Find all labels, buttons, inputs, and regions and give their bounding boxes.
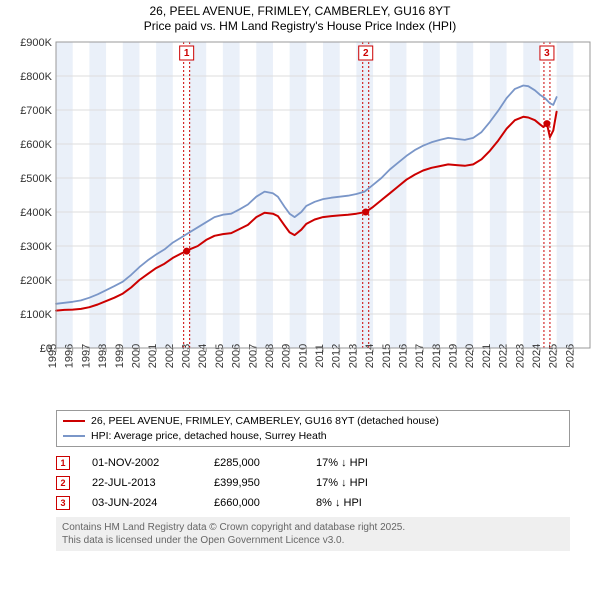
sale-date: 03-JUN-2024 bbox=[92, 497, 192, 509]
svg-text:2013: 2013 bbox=[347, 344, 359, 368]
svg-text:2021: 2021 bbox=[481, 344, 493, 368]
svg-text:1998: 1998 bbox=[97, 344, 109, 368]
svg-text:2010: 2010 bbox=[297, 344, 309, 368]
svg-text:2026: 2026 bbox=[564, 344, 576, 368]
svg-text:2: 2 bbox=[363, 48, 369, 59]
svg-text:3: 3 bbox=[544, 48, 550, 59]
svg-text:2015: 2015 bbox=[381, 344, 393, 368]
legend: 26, PEEL AVENUE, FRIMLEY, CAMBERLEY, GU1… bbox=[56, 410, 570, 447]
legend-swatch-property bbox=[63, 420, 85, 422]
footer: Contains HM Land Registry data © Crown c… bbox=[56, 517, 570, 551]
sale-row: 2 22-JUL-2013 £399,950 17% ↓ HPI bbox=[56, 473, 570, 493]
svg-text:2024: 2024 bbox=[531, 344, 543, 368]
legend-item-hpi: HPI: Average price, detached house, Surr… bbox=[63, 429, 563, 444]
svg-text:1996: 1996 bbox=[64, 344, 76, 368]
svg-text:£700K: £700K bbox=[20, 105, 52, 117]
svg-text:2001: 2001 bbox=[147, 344, 159, 368]
footer-licence: This data is licensed under the Open Gov… bbox=[62, 534, 564, 547]
chart-container: 26, PEEL AVENUE, FRIMLEY, CAMBERLEY, GU1… bbox=[0, 0, 600, 590]
svg-text:1997: 1997 bbox=[80, 344, 92, 368]
svg-text:2009: 2009 bbox=[281, 344, 293, 368]
svg-text:1: 1 bbox=[184, 48, 190, 59]
svg-text:£800K: £800K bbox=[20, 71, 52, 83]
svg-text:2023: 2023 bbox=[514, 344, 526, 368]
svg-text:2007: 2007 bbox=[247, 344, 259, 368]
title-subtitle: Price paid vs. HM Land Registry's House … bbox=[0, 19, 600, 34]
svg-text:£500K: £500K bbox=[20, 173, 52, 185]
sale-price: £660,000 bbox=[214, 497, 294, 509]
sale-price: £399,950 bbox=[214, 477, 294, 489]
sale-price: £285,000 bbox=[214, 457, 294, 469]
sale-diff: 8% ↓ HPI bbox=[316, 497, 406, 509]
svg-text:2018: 2018 bbox=[431, 344, 443, 368]
chart-area: £0£100K£200K£300K£400K£500K£600K£700K£80… bbox=[0, 36, 600, 406]
sales-table: 1 01-NOV-2002 £285,000 17% ↓ HPI 2 22-JU… bbox=[56, 453, 570, 513]
svg-text:2003: 2003 bbox=[181, 344, 193, 368]
svg-text:2025: 2025 bbox=[548, 344, 560, 368]
svg-text:2004: 2004 bbox=[197, 344, 209, 368]
sale-marker-icon: 2 bbox=[56, 476, 70, 490]
svg-text:2014: 2014 bbox=[364, 344, 376, 368]
svg-text:£100K: £100K bbox=[20, 309, 52, 321]
sale-row: 3 03-JUN-2024 £660,000 8% ↓ HPI bbox=[56, 493, 570, 513]
svg-text:£200K: £200K bbox=[20, 275, 52, 287]
sale-marker-icon: 1 bbox=[56, 456, 70, 470]
sale-date: 01-NOV-2002 bbox=[92, 457, 192, 469]
legend-item-property: 26, PEEL AVENUE, FRIMLEY, CAMBERLEY, GU1… bbox=[63, 414, 563, 429]
svg-text:2002: 2002 bbox=[164, 344, 176, 368]
legend-label-hpi: HPI: Average price, detached house, Surr… bbox=[91, 429, 327, 444]
sale-diff: 17% ↓ HPI bbox=[316, 457, 406, 469]
legend-swatch-hpi bbox=[63, 435, 85, 437]
svg-text:2006: 2006 bbox=[231, 344, 243, 368]
sale-date: 22-JUL-2013 bbox=[92, 477, 192, 489]
footer-copyright: Contains HM Land Registry data © Crown c… bbox=[62, 521, 564, 534]
svg-text:2012: 2012 bbox=[331, 344, 343, 368]
sale-marker-icon: 3 bbox=[56, 496, 70, 510]
svg-text:£400K: £400K bbox=[20, 207, 52, 219]
svg-text:£600K: £600K bbox=[20, 139, 52, 151]
svg-text:2017: 2017 bbox=[414, 344, 426, 368]
svg-text:2008: 2008 bbox=[264, 344, 276, 368]
sale-diff: 17% ↓ HPI bbox=[316, 477, 406, 489]
title-address: 26, PEEL AVENUE, FRIMLEY, CAMBERLEY, GU1… bbox=[0, 4, 600, 19]
svg-text:2005: 2005 bbox=[214, 344, 226, 368]
svg-text:£900K: £900K bbox=[20, 37, 52, 49]
svg-text:1995: 1995 bbox=[47, 344, 59, 368]
svg-text:2000: 2000 bbox=[130, 344, 142, 368]
svg-text:1999: 1999 bbox=[114, 344, 126, 368]
svg-text:£300K: £300K bbox=[20, 241, 52, 253]
svg-text:2016: 2016 bbox=[397, 344, 409, 368]
svg-text:2019: 2019 bbox=[448, 344, 460, 368]
svg-text:2022: 2022 bbox=[498, 344, 510, 368]
chart-svg: £0£100K£200K£300K£400K£500K£600K£700K£80… bbox=[0, 36, 600, 406]
legend-label-property: 26, PEEL AVENUE, FRIMLEY, CAMBERLEY, GU1… bbox=[91, 414, 439, 429]
sale-row: 1 01-NOV-2002 £285,000 17% ↓ HPI bbox=[56, 453, 570, 473]
title-block: 26, PEEL AVENUE, FRIMLEY, CAMBERLEY, GU1… bbox=[0, 0, 600, 36]
svg-text:2020: 2020 bbox=[464, 344, 476, 368]
